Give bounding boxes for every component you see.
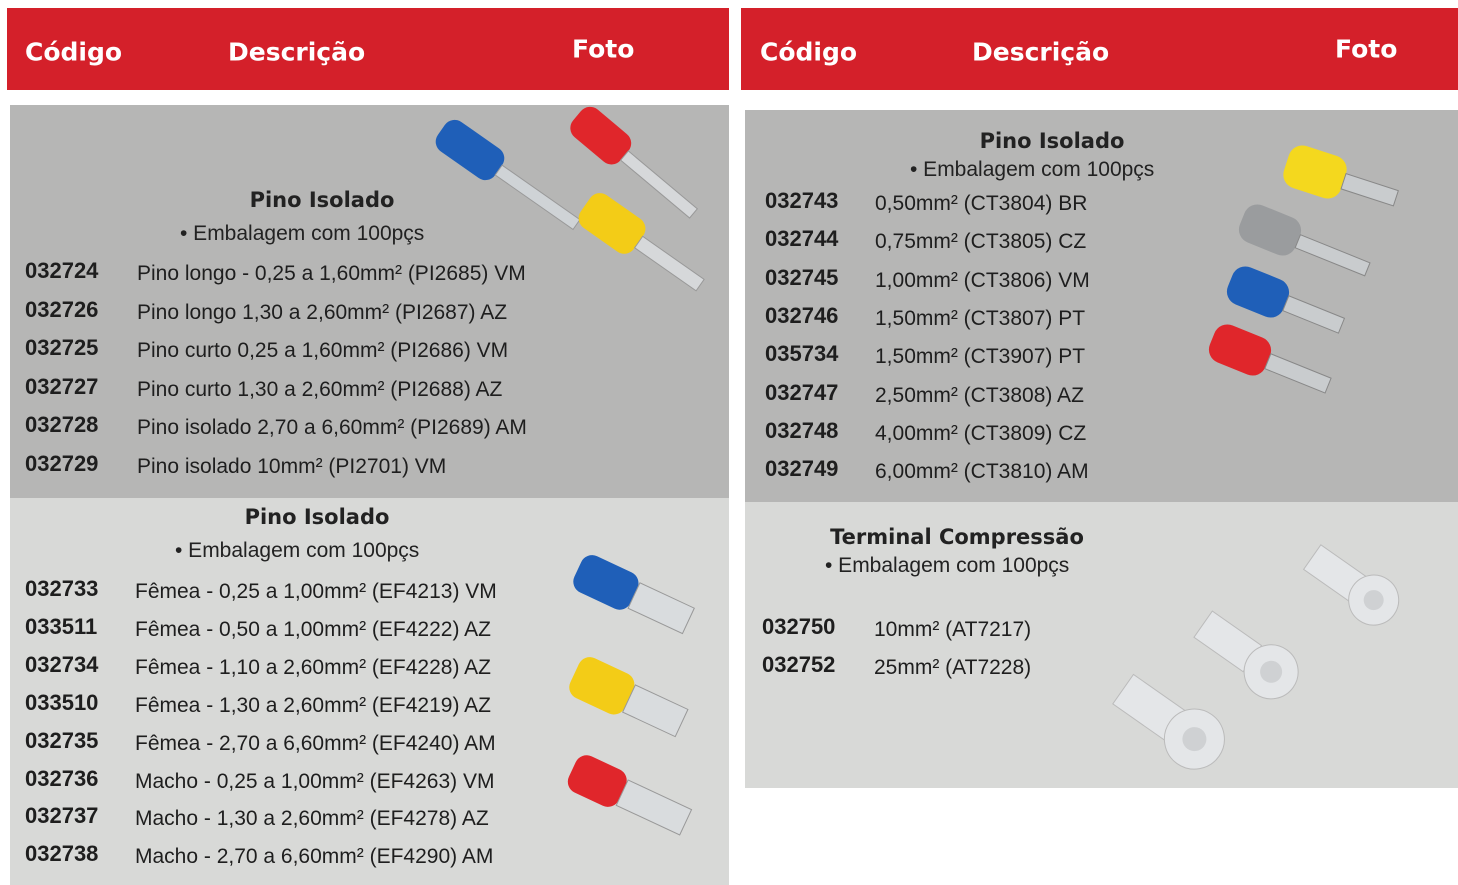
header-bar [741,8,1458,90]
product-code: 032745 [765,264,839,290]
product-code: 032724 [25,258,99,283]
female-yellow [569,657,689,738]
product-code: 032725 [25,335,99,361]
product-description: Fêmea - 0,25 a 1,00mm² (EF4213) VM [135,580,497,603]
section-bg [745,502,1458,788]
product-code: 032737 [25,803,99,829]
product-description: Macho - 2,70 a 6,60mm² (EF4290) AM [135,845,494,869]
header-bar [7,8,729,90]
lug [1302,544,1400,626]
column-header: Foto [1335,34,1398,64]
pin-yellow [578,193,705,292]
column-header: Foto [572,34,635,64]
product-code: 032726 [25,296,99,322]
product-description: Pino longo - 0,25 a 1,60mm² (PI2685) VM [137,262,526,285]
column-header: Descrição [972,37,1110,67]
product-description: Pino curto 0,25 a 1,60mm² (PI2686) VM [137,339,509,363]
column-header: Código [760,37,858,67]
product-code: 032750 [762,614,836,639]
column-header: Código [25,37,123,67]
ferrule-yellow [1283,145,1399,207]
product-code: 032736 [25,765,99,791]
product-description: 2,50mm² (CT3808) AZ [875,383,1084,407]
column-header: Descrição [228,37,366,67]
section-title: Pino Isolado [249,188,395,212]
product-description: 1,50mm² (CT3807) PT [875,306,1086,330]
product-code: 032729 [25,451,99,476]
product-description: Fêmea - 2,70 a 6,60mm² (EF4240) AM [135,731,496,755]
pin-red [570,106,699,219]
product-code: 032748 [765,417,839,443]
section-bg [10,105,729,498]
ferrule-red [1208,324,1332,394]
product-description: Pino isolado 10mm² (PI2701) VM [137,455,447,478]
product-description: Fêmea - 1,30 a 2,60mm² (EF4219) AZ [135,693,491,717]
product-description: 4,00mm² (CT3809) CZ [875,421,1087,445]
product-description: Fêmea - 0,50 a 1,00mm² (EF4222) AZ [135,617,491,641]
pin-blue [435,119,581,231]
product-description: Fêmea - 1,10 a 2,60mm² (EF4228) AZ [135,655,491,679]
product-code: 032738 [25,841,99,867]
section-title: Terminal Compressão [830,525,1084,549]
product-code: 032749 [765,456,839,482]
product-code: 032747 [765,379,839,405]
product-description: Pino curto 1,30 a 2,60mm² (PI2688) AZ [137,377,503,401]
product-code: 032743 [765,188,839,213]
product-description: 1,00mm² (CT3806) VM [875,268,1090,292]
section-note: • Embalagem com 100pçs [825,554,1070,577]
product-code: 033510 [25,689,99,715]
product-description: 10mm² (AT7217) [874,618,1032,641]
female-blue [573,555,695,635]
product-description: Macho - 0,25 a 1,00mm² (EF4263) VM [135,769,495,793]
product-description: Pino isolado 2,70 a 6,60mm² (PI2689) AM [137,416,527,440]
product-description: Pino longo 1,30 a 2,60mm² (PI2687) AZ [137,300,508,324]
section-note: • Embalagem com 100pçs [175,539,420,562]
lug [1112,673,1225,770]
section-title: Pino Isolado [979,129,1125,153]
product-code: 032744 [765,226,839,252]
product-code: 032746 [765,302,839,328]
product-description: Macho - 1,30 a 2,60mm² (EF4278) AZ [135,807,489,831]
section-note: • Embalagem com 100pçs [180,222,425,245]
product-description: 1,50mm² (CT3907) PT [875,345,1086,369]
product-code: 032727 [25,373,99,399]
ferrule-blue [1226,266,1346,334]
ferrule-gray [1238,204,1371,277]
product-code: 033511 [25,613,98,639]
lug [1193,610,1299,700]
product-code: 032735 [25,727,99,753]
product-code: 035734 [765,341,839,367]
section-title: Pino Isolado [244,505,390,529]
product-description: 6,00mm² (CT3810) AM [875,460,1089,484]
male-red [567,755,693,836]
product-code: 032733 [25,576,99,601]
product-code: 032752 [762,652,836,677]
product-description: 0,50mm² (CT3804) BR [875,192,1088,215]
section-note: • Embalagem com 100pçs [910,158,1155,181]
product-description: 25mm² (AT7228) [874,656,1032,679]
product-code: 032734 [25,651,99,677]
product-description: 0,75mm² (CT3805) CZ [875,230,1087,254]
product-code: 032728 [25,412,99,438]
